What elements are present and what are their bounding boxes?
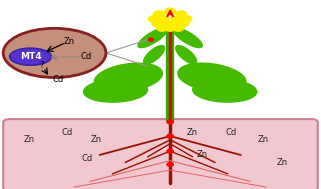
Circle shape bbox=[167, 134, 173, 138]
Circle shape bbox=[157, 25, 168, 31]
Circle shape bbox=[165, 8, 176, 15]
Ellipse shape bbox=[10, 48, 51, 65]
Text: Cd: Cd bbox=[62, 128, 73, 137]
Circle shape bbox=[167, 163, 173, 166]
Circle shape bbox=[149, 16, 160, 22]
Text: Cd: Cd bbox=[81, 154, 92, 163]
Circle shape bbox=[181, 16, 192, 22]
Ellipse shape bbox=[173, 28, 202, 48]
Circle shape bbox=[165, 25, 176, 31]
Text: Zn: Zn bbox=[23, 135, 34, 144]
Text: ?: ? bbox=[39, 61, 44, 70]
Ellipse shape bbox=[138, 28, 167, 48]
Text: Zn: Zn bbox=[64, 37, 74, 46]
Ellipse shape bbox=[176, 46, 197, 64]
Ellipse shape bbox=[94, 63, 162, 92]
Circle shape bbox=[167, 149, 173, 153]
FancyBboxPatch shape bbox=[3, 119, 318, 189]
Circle shape bbox=[173, 25, 184, 31]
Text: Zn: Zn bbox=[197, 150, 208, 160]
Circle shape bbox=[152, 20, 163, 27]
Text: Cd: Cd bbox=[52, 75, 64, 84]
Text: Zn: Zn bbox=[91, 135, 102, 144]
Ellipse shape bbox=[3, 28, 106, 77]
Circle shape bbox=[169, 20, 180, 27]
Circle shape bbox=[153, 11, 164, 17]
Ellipse shape bbox=[178, 63, 246, 92]
Circle shape bbox=[148, 38, 153, 41]
Text: Zn: Zn bbox=[258, 135, 269, 144]
Ellipse shape bbox=[83, 79, 148, 102]
Circle shape bbox=[158, 16, 169, 22]
Circle shape bbox=[167, 120, 173, 124]
Circle shape bbox=[176, 11, 187, 17]
Text: Zn: Zn bbox=[187, 128, 198, 137]
Text: Cd: Cd bbox=[225, 128, 237, 137]
Ellipse shape bbox=[193, 79, 257, 102]
Circle shape bbox=[178, 20, 188, 27]
Text: Zn: Zn bbox=[277, 158, 288, 167]
Text: MT4: MT4 bbox=[20, 52, 41, 61]
Circle shape bbox=[171, 16, 182, 22]
Text: Cd: Cd bbox=[80, 52, 92, 61]
Circle shape bbox=[160, 20, 171, 27]
Ellipse shape bbox=[143, 46, 165, 64]
